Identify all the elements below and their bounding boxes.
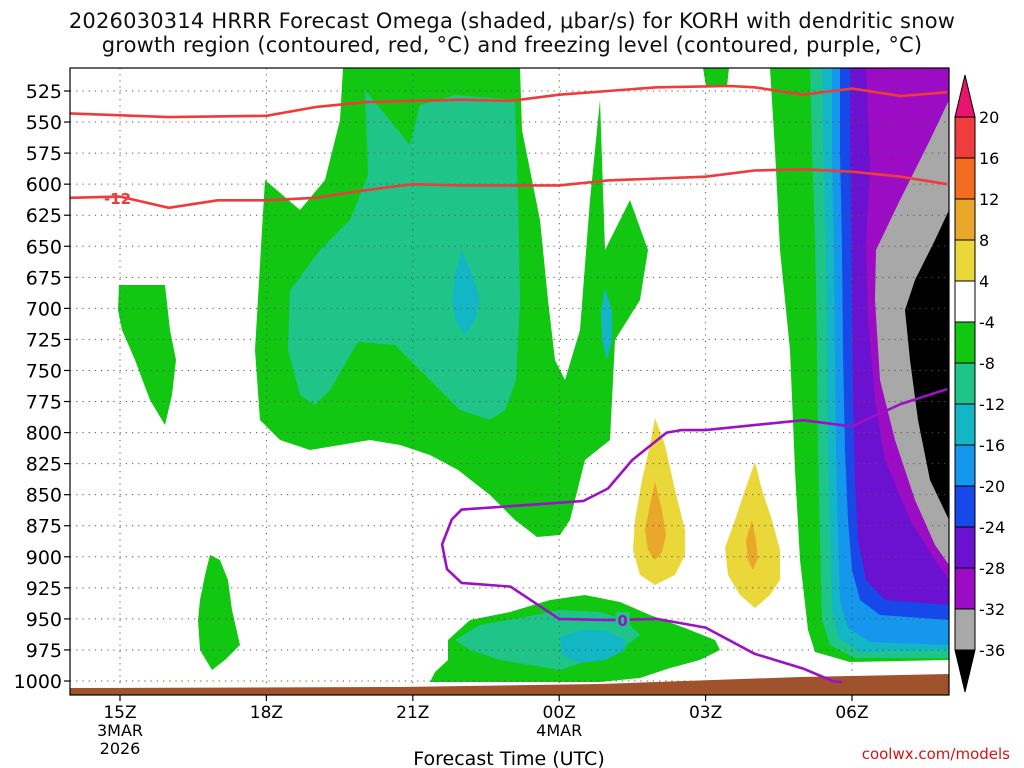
x-tick-label: 21Z bbox=[396, 703, 429, 723]
y-tick-label: 875 bbox=[26, 516, 62, 538]
colorbar-label: -16 bbox=[979, 436, 1005, 455]
plot-frame bbox=[69, 67, 950, 696]
omega-region-orange-04z bbox=[746, 520, 758, 570]
y-tick-label: 575 bbox=[26, 143, 62, 165]
y-axis: 525 550 575 600 625 650 675 700 725 750 775 800 825 8… bbox=[14, 81, 70, 693]
y-tick-label: 775 bbox=[26, 392, 62, 414]
y-tick-label: 725 bbox=[26, 329, 62, 351]
omega-region-green-16z bbox=[118, 285, 176, 425]
y-tick-label: 675 bbox=[26, 267, 62, 289]
x-tick-date: 3MAR bbox=[97, 721, 143, 740]
site-credit: coolwx.com/models bbox=[861, 745, 1010, 763]
chart-title-line-1: 2026030314 HRRR Forecast Omega (shaded, … bbox=[68, 9, 956, 33]
grid-lines bbox=[70, 68, 949, 695]
colorbar-label: -24 bbox=[979, 518, 1005, 537]
contour-layer: -12 0 bbox=[70, 84, 948, 684]
y-tick-label: 800 bbox=[26, 423, 62, 445]
colorbar-label: -20 bbox=[979, 477, 1005, 496]
colorbar-swatch bbox=[954, 198, 976, 241]
y-tick-label: 625 bbox=[26, 205, 62, 227]
y-tick-label: 1000 bbox=[14, 671, 62, 693]
red-contour-label: -12 bbox=[104, 190, 131, 208]
y-tick-label: 650 bbox=[26, 236, 62, 258]
colorbar-label: 20 bbox=[979, 108, 999, 127]
colorbar-label: -36 bbox=[979, 641, 1005, 660]
y-tick-label: 850 bbox=[26, 485, 62, 507]
x-tick-label: 18Z bbox=[250, 703, 283, 723]
red-contour-line bbox=[70, 84, 948, 119]
red-contour-line bbox=[70, 168, 948, 210]
colorbar-bottom-arrow bbox=[954, 649, 976, 693]
y-tick-label: 925 bbox=[26, 578, 62, 600]
colorbar: 20 16 12 8 4 -4 -8 -12 -16 -20 -24 -28 -32 -36 bbox=[954, 74, 1005, 693]
colorbar-swatch bbox=[954, 239, 976, 282]
y-tick-label: 975 bbox=[26, 640, 62, 662]
x-axis-label: Forecast Time (UTC) bbox=[413, 748, 604, 768]
y-tick-label: 600 bbox=[26, 174, 62, 196]
colorbar-swatch bbox=[954, 116, 976, 159]
colorbar-swatch bbox=[954, 485, 976, 528]
omega-region-cyan-core-1 bbox=[452, 250, 480, 335]
chart-title-line-2: growth region (contoured, red, °C) and f… bbox=[101, 33, 923, 57]
colorbar-swatch bbox=[954, 403, 976, 446]
x-tick-label: 15Z bbox=[103, 703, 136, 723]
colorbar-swatch bbox=[954, 444, 976, 487]
purple-contour-label: 0 bbox=[617, 612, 627, 630]
x-tick-label: 03Z bbox=[689, 703, 722, 723]
x-tick-label: 00Z bbox=[543, 703, 576, 723]
colorbar-swatch bbox=[954, 321, 976, 364]
omega-region-black-east bbox=[905, 210, 949, 520]
colorbar-label: 12 bbox=[979, 190, 999, 209]
y-tick-label: 700 bbox=[26, 298, 62, 320]
y-tick-label: 950 bbox=[26, 609, 62, 631]
colorbar-swatch bbox=[954, 280, 976, 323]
terrain-ground bbox=[70, 674, 949, 695]
y-tick-label: 550 bbox=[26, 112, 62, 134]
colorbar-label: -4 bbox=[979, 313, 995, 332]
colorbar-top-arrow bbox=[954, 74, 976, 118]
colorbar-label: 16 bbox=[979, 149, 999, 168]
colorbar-label: -12 bbox=[979, 395, 1005, 414]
omega-region-cyan-core-2 bbox=[601, 288, 612, 360]
omega-region-orange-02z bbox=[645, 482, 666, 560]
x-tick-year: 2026 bbox=[100, 739, 141, 758]
colorbar-label: -32 bbox=[979, 600, 1005, 619]
colorbar-label: 8 bbox=[979, 231, 989, 250]
x-tick-date: 4MAR bbox=[536, 721, 582, 740]
purple-contour-label-bg bbox=[615, 612, 630, 629]
colorbar-label: -8 bbox=[979, 354, 995, 373]
colorbar-swatch bbox=[954, 362, 976, 405]
colorbar-swatch bbox=[954, 526, 976, 569]
y-tick-label: 825 bbox=[26, 454, 62, 476]
colorbar-swatch bbox=[954, 567, 976, 610]
omega-region-teal-central bbox=[288, 90, 520, 420]
y-tick-label: 750 bbox=[26, 360, 62, 382]
y-tick-label: 900 bbox=[26, 547, 62, 569]
colorbar-swatch bbox=[954, 608, 976, 651]
omega-shaded-field bbox=[118, 68, 949, 682]
purple-freezing-level-line bbox=[440, 387, 948, 684]
omega-region-green-03z-top bbox=[703, 68, 729, 86]
omega-region-cyan-lowlevel bbox=[560, 630, 625, 663]
omega-region-green-17z bbox=[198, 555, 240, 670]
colorbar-label: 4 bbox=[979, 272, 989, 291]
y-tick-label: 525 bbox=[26, 81, 62, 103]
x-tick-label: 06Z bbox=[835, 703, 868, 723]
colorbar-label: -28 bbox=[979, 559, 1005, 578]
colorbar-swatch bbox=[954, 157, 976, 200]
